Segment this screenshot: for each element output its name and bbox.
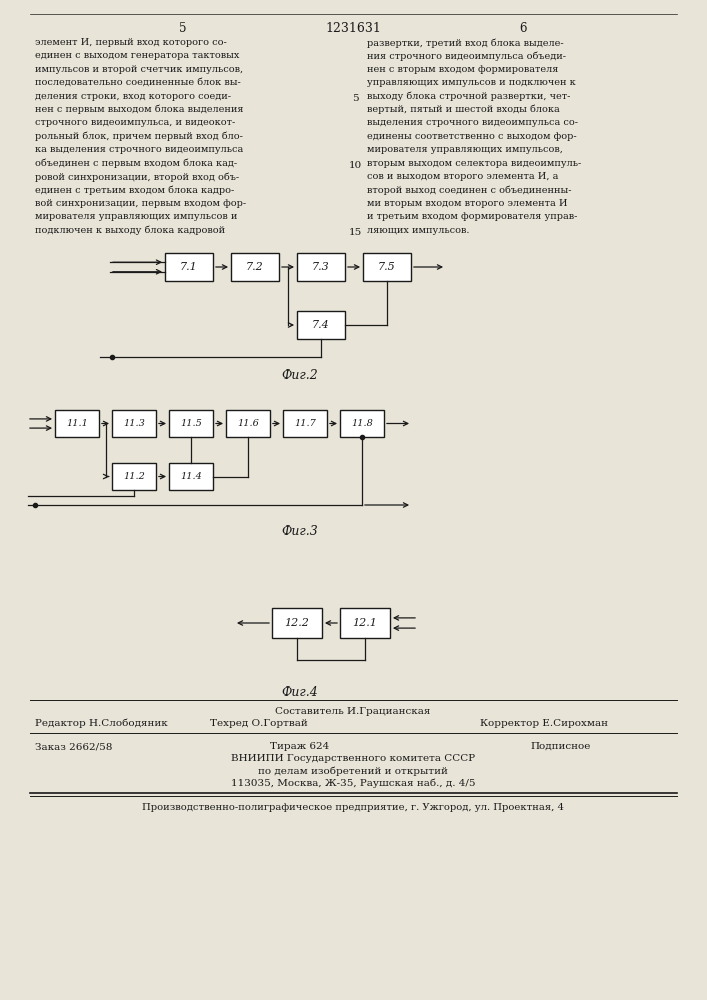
Bar	[297, 311, 345, 339]
Text: нен с первым выходом блока выделения: нен с первым выходом блока выделения	[35, 105, 243, 114]
Text: Техред О.Гортвай: Техред О.Гортвай	[210, 719, 308, 728]
Text: 11.2: 11.2	[123, 472, 145, 481]
Bar	[169, 410, 213, 437]
Text: Фиг.4: Фиг.4	[281, 686, 318, 699]
Text: ровой синхронизации, второй вход объ-: ровой синхронизации, второй вход объ-	[35, 172, 239, 182]
Text: 11.8: 11.8	[351, 419, 373, 428]
Text: единен с выходом генератора тактовых: единен с выходом генератора тактовых	[35, 51, 240, 60]
Text: 11.4: 11.4	[180, 472, 202, 481]
Text: Составитель И.Грацианская: Составитель И.Грацианская	[275, 707, 431, 716]
Bar	[165, 253, 213, 281]
Text: вой синхронизации, первым входом фор-: вой синхронизации, первым входом фор-	[35, 199, 246, 208]
Bar	[363, 253, 411, 281]
Bar	[340, 410, 384, 437]
Text: 5: 5	[351, 94, 358, 103]
Text: 7.3: 7.3	[312, 262, 330, 272]
Text: 11.5: 11.5	[180, 419, 202, 428]
Text: Заказ 2662/58: Заказ 2662/58	[35, 742, 112, 751]
Text: 12.2: 12.2	[284, 618, 310, 628]
Bar	[55, 410, 99, 437]
Text: рольный блок, причем первый вход бло-: рольный блок, причем первый вход бло-	[35, 132, 243, 141]
Text: 113035, Москва, Ж-35, Раушская наб., д. 4/5: 113035, Москва, Ж-35, Раушская наб., д. …	[230, 778, 475, 788]
Text: последовательно соединенные блок вы-: последовательно соединенные блок вы-	[35, 78, 241, 87]
Bar	[169, 463, 213, 490]
Text: 15: 15	[349, 228, 361, 237]
Text: Тираж 624: Тираж 624	[270, 742, 329, 751]
Text: подключен к выходу блока кадровой: подключен к выходу блока кадровой	[35, 226, 225, 235]
Text: 1231631: 1231631	[325, 22, 381, 35]
Text: 10: 10	[349, 161, 361, 170]
Text: единен с третьим входом блока кадро-: единен с третьим входом блока кадро-	[35, 185, 234, 195]
Text: мирователя управляющих импульсов и: мирователя управляющих импульсов и	[35, 212, 238, 221]
Text: нен с вторым входом формирователя: нен с вторым входом формирователя	[367, 65, 559, 74]
Bar	[283, 410, 327, 437]
Text: элемент И, первый вход которого со-: элемент И, первый вход которого со-	[35, 38, 227, 47]
Text: импульсов и второй счетчик импульсов,: импульсов и второй счетчик импульсов,	[35, 65, 243, 74]
Text: единены соответственно с выходом фор-: единены соответственно с выходом фор-	[367, 132, 577, 141]
Text: 7.4: 7.4	[312, 320, 330, 330]
Bar	[112, 410, 156, 437]
Text: ВНИИПИ Государственного комитета СССР: ВНИИПИ Государственного комитета СССР	[231, 754, 475, 763]
Bar	[272, 608, 322, 638]
Text: второй выход соединен с объединенны-: второй выход соединен с объединенны-	[367, 185, 571, 195]
Text: и третьим входом формирователя управ-: и третьим входом формирователя управ-	[367, 212, 578, 221]
Text: мирователя управляющих импульсов,: мирователя управляющих импульсов,	[367, 145, 563, 154]
Text: развертки, третий вход блока выделе-: развертки, третий вход блока выделе-	[367, 38, 563, 47]
Text: 5: 5	[180, 22, 187, 35]
Text: ляющих импульсов.: ляющих импульсов.	[367, 226, 469, 235]
Text: 11.1: 11.1	[66, 419, 88, 428]
Bar	[226, 410, 270, 437]
Text: Редактор Н.Слободяник: Редактор Н.Слободяник	[35, 719, 168, 728]
Bar	[112, 463, 156, 490]
Text: деления строки, вход которого соеди-: деления строки, вход которого соеди-	[35, 92, 231, 101]
Text: вторым выходом селектора видеоимпуль-: вторым выходом селектора видеоимпуль-	[367, 159, 581, 168]
Text: ка выделения строчного видеоимпульса: ка выделения строчного видеоимпульса	[35, 145, 243, 154]
Text: вертый, пятый и шестой входы блока: вертый, пятый и шестой входы блока	[367, 105, 560, 114]
Text: выходу блока строчной развертки, чет-: выходу блока строчной развертки, чет-	[367, 92, 571, 101]
Text: по делам изобретений и открытий: по делам изобретений и открытий	[258, 766, 448, 776]
Text: объединен с первым входом блока кад-: объединен с первым входом блока кад-	[35, 159, 237, 168]
Bar	[231, 253, 279, 281]
Text: 7.2: 7.2	[246, 262, 264, 272]
Text: сов и выходом второго элемента И, а: сов и выходом второго элемента И, а	[367, 172, 559, 181]
Text: 6: 6	[519, 22, 527, 35]
Text: Фиг.2: Фиг.2	[281, 369, 318, 382]
Text: ния строчного видеоимпульса объеди-: ния строчного видеоимпульса объеди-	[367, 51, 566, 61]
Text: 11.3: 11.3	[123, 419, 145, 428]
Text: 12.1: 12.1	[353, 618, 378, 628]
Text: Корректор Е.Сирохман: Корректор Е.Сирохман	[480, 719, 608, 728]
Text: 7.1: 7.1	[180, 262, 198, 272]
Bar	[340, 608, 390, 638]
Text: Производственно-полиграфическое предприятие, г. Ужгород, ул. Проектная, 4: Производственно-полиграфическое предприя…	[142, 803, 564, 812]
Text: Подписное: Подписное	[530, 742, 590, 751]
Text: 11.6: 11.6	[237, 419, 259, 428]
Text: 11.7: 11.7	[294, 419, 316, 428]
Text: управляющих импульсов и подключен к: управляющих импульсов и подключен к	[367, 78, 575, 87]
Text: строчного видеоимпульса, и видеокот-: строчного видеоимпульса, и видеокот-	[35, 118, 235, 127]
Text: 7.5: 7.5	[378, 262, 396, 272]
Text: Фиг.3: Фиг.3	[281, 525, 318, 538]
Text: ми вторым входом второго элемента И: ми вторым входом второго элемента И	[367, 199, 568, 208]
Text: выделения строчного видеоимпульса со-: выделения строчного видеоимпульса со-	[367, 118, 578, 127]
Bar	[297, 253, 345, 281]
